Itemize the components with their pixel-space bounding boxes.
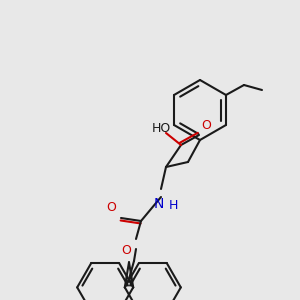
Text: H: H <box>169 199 178 212</box>
Text: O: O <box>106 201 116 214</box>
Text: O: O <box>121 244 131 257</box>
Text: HO: HO <box>152 122 171 136</box>
Text: N: N <box>154 197 164 211</box>
Text: O: O <box>201 119 211 132</box>
